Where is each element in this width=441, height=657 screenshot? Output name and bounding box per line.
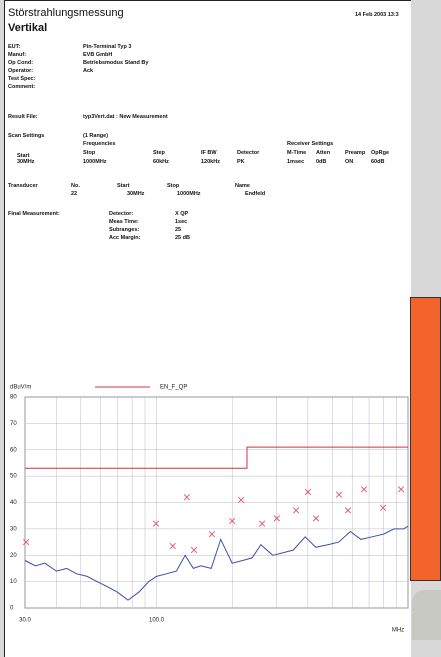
cell: 30MHz <box>127 191 145 197</box>
marker <box>22 538 30 546</box>
column-header: Preamp <box>345 150 366 156</box>
marker <box>229 517 236 525</box>
label: Frequencies <box>83 141 116 147</box>
field-label: Manuf: <box>8 52 27 58</box>
label: Scan Settings <box>8 133 45 139</box>
marker <box>208 531 215 538</box>
label: Final Measurement: <box>8 211 60 217</box>
cell: 1000MHz <box>177 191 201 197</box>
marker <box>360 486 368 493</box>
field-label: Comment: <box>8 84 36 90</box>
marker <box>379 504 387 511</box>
y-tick-label: 10 <box>10 579 17 585</box>
column-header: Start <box>117 183 130 189</box>
cell: 1000MHz <box>83 159 107 165</box>
column-header: Step <box>153 150 165 156</box>
title: Störstrahlungsmessung <box>8 7 124 19</box>
marker <box>273 515 280 522</box>
field-value: EVB GmbH <box>83 52 113 58</box>
column-header: Detector <box>237 150 260 156</box>
line <box>25 446 408 469</box>
value: typ3Vert.dat : New Measurement <box>83 114 168 120</box>
cell: 0dB <box>316 159 327 165</box>
column-header: IF BW <box>201 150 217 156</box>
overlay-object <box>412 590 441 640</box>
cell: ON <box>345 159 354 165</box>
label: Result File: <box>8 114 38 120</box>
marker <box>238 496 245 503</box>
label: Meas Time: <box>109 219 139 225</box>
y-tick-label: 20 <box>10 553 17 559</box>
cell: 22 <box>71 191 78 197</box>
marker <box>304 488 312 496</box>
y-axis-label: dBuV/m <box>10 385 31 391</box>
label: Subranges: <box>109 227 140 233</box>
label: Transducer <box>8 183 38 189</box>
marker <box>190 546 198 554</box>
marker <box>312 515 320 522</box>
date: 14 Feb 2003 13:3 <box>355 12 399 18</box>
cell: 120kHz <box>201 159 220 165</box>
line <box>24 525 409 601</box>
subtitle: Vertikal <box>8 22 48 34</box>
marker <box>152 520 160 527</box>
y-tick-label: 60 <box>10 447 17 453</box>
field-value: Betriebsmodus Stand By <box>83 60 149 66</box>
label: Acc Margin: <box>109 235 141 241</box>
x-axis-label: MHz <box>392 628 404 634</box>
field-label: EUT: <box>8 44 21 50</box>
column-header: M-Time <box>287 150 307 156</box>
y-tick-label: 0 <box>10 606 14 612</box>
field-label: Op Cond: <box>8 60 34 66</box>
column-header: No. <box>71 183 80 189</box>
value: X QP <box>175 211 189 217</box>
y-tick-label: 30 <box>10 526 17 532</box>
marker <box>344 507 352 514</box>
column-header: Stop <box>83 150 96 156</box>
cell: 30MHz <box>17 159 35 165</box>
marker <box>292 507 300 514</box>
cell: 60dB <box>371 159 385 165</box>
marker <box>335 491 343 498</box>
overlay <box>410 297 441 581</box>
value: 25 <box>175 227 182 233</box>
column-header: Start <box>17 153 30 159</box>
field-label: Test Spec: <box>8 76 36 82</box>
cell: Endfeld <box>245 191 266 197</box>
field-label: Operator: <box>8 68 34 74</box>
cell: 1msec <box>287 159 305 165</box>
column-header: Stop <box>167 183 180 189</box>
marker <box>259 520 266 527</box>
column-header: Atten <box>316 150 331 156</box>
x-tick-label: 30.0 <box>19 618 31 624</box>
marker <box>183 494 190 501</box>
column-header: Name <box>235 183 250 189</box>
field-value: Ack <box>83 68 94 74</box>
y-tick-label: 80 <box>10 395 17 401</box>
label: Receiver Settings <box>287 141 334 147</box>
cell: 60kHz <box>153 159 169 165</box>
legend-label: EN_F_QP <box>160 385 187 391</box>
value: (1 Range) <box>83 133 109 139</box>
y-tick-label: 50 <box>10 474 17 480</box>
cell: PK <box>237 159 245 165</box>
column-header: OpRge <box>371 150 390 156</box>
field-value: Pin-Terminal Typ 3 <box>83 44 132 50</box>
marker <box>169 542 176 550</box>
y-tick-label: 40 <box>10 500 17 506</box>
marker <box>397 486 405 493</box>
x-tick-label: 100.0 <box>149 618 165 624</box>
value: 1sec <box>175 219 188 225</box>
label: Detector: <box>109 211 134 217</box>
y-tick-label: 70 <box>10 421 17 427</box>
value: 25 dB <box>175 235 190 241</box>
